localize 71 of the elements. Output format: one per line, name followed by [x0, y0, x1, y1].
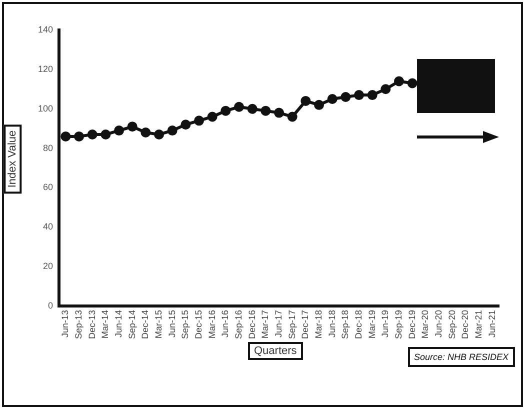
- x-tick-label: Jun-16: [220, 310, 230, 338]
- x-tick-label: Dec-14: [140, 310, 150, 339]
- y-tick-label: 60: [43, 182, 54, 192]
- x-tick-label: Mar-21: [473, 310, 484, 338]
- point: [354, 90, 364, 100]
- point: [340, 92, 351, 102]
- x-tick-label: Jun-18: [326, 310, 337, 338]
- x-tick-label: Dec-19: [406, 310, 417, 339]
- x-tick-label: Sep-13: [74, 310, 84, 340]
- point: [314, 100, 324, 110]
- y-tick-label: 0: [48, 300, 54, 310]
- x-tick-label: Mar-20: [420, 310, 430, 338]
- point: [207, 112, 218, 122]
- x-tick-label: Sep-18: [340, 310, 350, 340]
- x-tick-label: Jun-13: [60, 310, 70, 338]
- x-tick-label: Mar-18: [313, 310, 324, 338]
- point: [274, 108, 284, 118]
- x-tick-label: Sep-14: [126, 310, 137, 340]
- point: [87, 129, 98, 140]
- point: [327, 94, 338, 104]
- x-tick-label: Jun-20: [433, 310, 444, 338]
- x-axis-title: Quarters: [248, 342, 303, 360]
- point: [154, 129, 164, 140]
- x-tick-label: Dec-15: [193, 310, 204, 339]
- y-tick-label: 100: [38, 103, 54, 114]
- point: [60, 131, 71, 142]
- point: [287, 112, 298, 122]
- x-tick-label: Dec-17: [300, 310, 310, 339]
- x-tick-label: Jun-21: [486, 310, 497, 338]
- x-tick-label: Sep-16: [233, 310, 244, 340]
- x-tick-label: Dec-20: [460, 310, 470, 339]
- point: [380, 84, 391, 94]
- x-tick-label: Sep-15: [180, 310, 190, 340]
- point: [127, 122, 138, 132]
- x-tick-label: Dec-18: [353, 310, 364, 339]
- x-tick-label: Sep-19: [393, 310, 404, 340]
- y-tick-label: 140: [38, 24, 54, 34]
- point: [260, 106, 271, 116]
- x-tick-label: Jun-14: [114, 310, 124, 338]
- point: [194, 116, 204, 126]
- x-tick-label: Mar-15: [153, 310, 164, 338]
- x-tick-label: Sep-20: [446, 310, 457, 340]
- source-note: Source: NHB RESIDEX: [408, 347, 515, 367]
- point: [220, 106, 231, 116]
- x-tick-label: Jun-15: [166, 310, 177, 338]
- x-tick-label: Dec-13: [86, 310, 97, 339]
- x-tick-label: Sep-17: [286, 310, 297, 340]
- y-tick-label: 20: [43, 261, 54, 272]
- point: [114, 126, 124, 136]
- point: [180, 120, 191, 130]
- y-tick-label: 80: [43, 142, 54, 153]
- x-tick-label: Jun-17: [273, 310, 284, 338]
- point: [367, 90, 378, 100]
- point: [74, 131, 84, 142]
- point: [394, 76, 404, 86]
- y-tick-label: 120: [38, 64, 54, 74]
- point: [100, 129, 111, 140]
- point: [300, 96, 311, 106]
- x-tick-label: Mar-19: [366, 310, 377, 338]
- y-tick-label: 40: [43, 222, 54, 232]
- x-tick-label: Dec-16: [246, 310, 257, 339]
- x-tick-label: Mar-14: [100, 310, 110, 338]
- point: [407, 78, 418, 88]
- x-tick-label: Jun-19: [380, 310, 390, 338]
- point: [234, 102, 244, 112]
- x-tick-label: Mar-17: [260, 310, 270, 338]
- point: [167, 126, 178, 136]
- point: [140, 128, 151, 138]
- x-tick-label: Mar-16: [206, 310, 217, 338]
- y-axis-title: Index Value: [4, 124, 22, 194]
- point: [247, 104, 258, 114]
